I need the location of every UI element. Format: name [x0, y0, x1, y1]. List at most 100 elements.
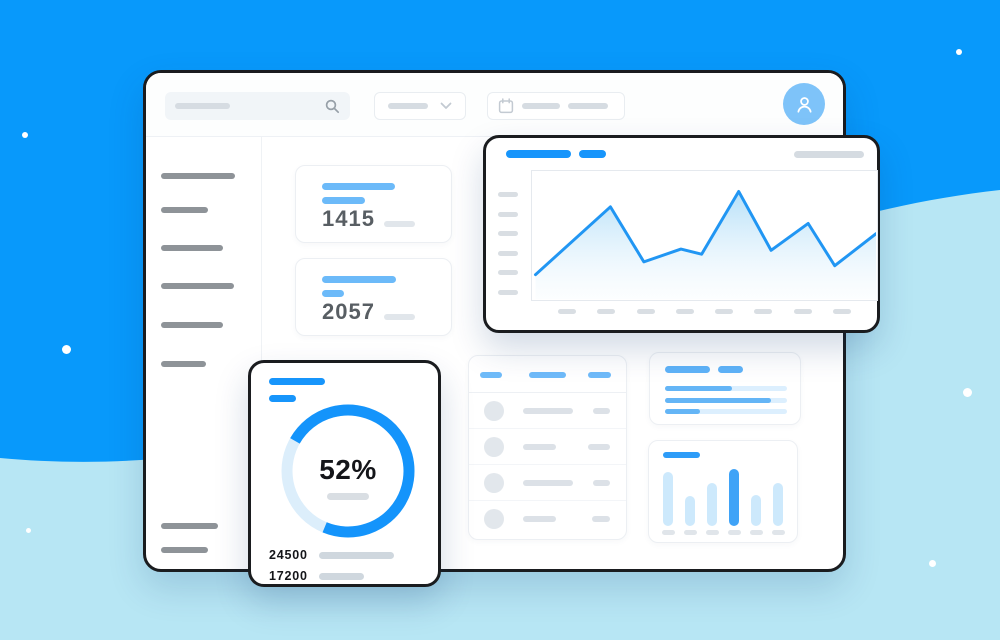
y-tick-line	[498, 270, 518, 275]
x-tick-line	[597, 309, 616, 314]
column-header-line	[588, 372, 611, 378]
filter-dropdown[interactable]	[374, 92, 466, 120]
top-bar	[146, 73, 843, 137]
stat-value-1: 1415	[322, 206, 375, 231]
stat-title-line	[322, 183, 395, 190]
sidebar-item-3[interactable]	[161, 245, 223, 251]
stat-card-1: 1415	[295, 165, 452, 243]
stat-card-2: 2057	[295, 258, 452, 336]
x-axis-labels	[558, 309, 851, 314]
x-tick-line	[749, 530, 763, 535]
date-end-line	[568, 103, 608, 109]
chart-title-line	[506, 150, 571, 158]
x-tick-line	[705, 530, 719, 535]
row-text-line	[523, 443, 556, 450]
sidebar-item-7[interactable]	[161, 523, 218, 529]
avatar	[484, 472, 504, 493]
list-item	[469, 393, 626, 429]
stat-value-2: 2057	[322, 299, 375, 324]
decor-dot	[929, 560, 936, 567]
x-tick-line	[675, 309, 694, 314]
row-text-line	[523, 516, 556, 522]
date-range-picker[interactable]	[487, 92, 625, 120]
list-item	[469, 429, 626, 465]
sidebar-item-1[interactable]	[161, 173, 235, 179]
x-tick-line	[832, 309, 851, 314]
sidebar-nav	[146, 137, 262, 569]
legend-value-2: 17200	[269, 569, 308, 583]
card-title-line	[663, 452, 700, 458]
line-chart-card	[483, 135, 880, 333]
sidebar-item-8[interactable]	[161, 547, 208, 553]
stat-unit-line	[383, 314, 415, 320]
stat-title-line	[322, 276, 396, 283]
decor-dot	[22, 132, 28, 138]
legend-label-line	[319, 551, 394, 559]
bar-segment	[663, 472, 673, 526]
line-chart	[533, 190, 876, 299]
donut-percent-value: 52%	[319, 454, 377, 485]
sidebar-item-2[interactable]	[161, 207, 208, 213]
stat-subtitle-line	[322, 290, 344, 297]
x-tick-line	[661, 530, 675, 535]
sidebar-item-5[interactable]	[161, 322, 223, 328]
progress-bar	[665, 398, 787, 403]
stat-subtitle-line	[322, 197, 365, 204]
bar-x-axis-labels	[661, 530, 785, 535]
column-header-line	[529, 372, 566, 378]
avatar	[484, 436, 504, 457]
list-header	[469, 356, 626, 393]
x-tick-line	[683, 530, 697, 535]
list-item	[469, 465, 626, 501]
sidebar-item-4[interactable]	[161, 283, 234, 289]
column-header-line	[480, 372, 502, 378]
y-tick-line	[498, 192, 518, 197]
card-title-line	[665, 366, 710, 373]
search-input[interactable]	[165, 92, 350, 120]
chart-subtitle-line	[269, 395, 296, 402]
calendar-icon	[498, 98, 514, 114]
y-tick-line	[498, 211, 518, 217]
bar-chart-card	[648, 440, 798, 543]
row-value-line	[593, 479, 610, 486]
x-tick-line	[771, 530, 785, 535]
user-icon	[797, 96, 811, 113]
x-tick-line	[636, 309, 655, 314]
avatar	[484, 509, 504, 529]
decor-dot	[26, 528, 31, 533]
bar-segment	[751, 495, 761, 526]
row-value-line	[592, 516, 610, 522]
decor-dot	[963, 388, 972, 397]
chart-title-line	[269, 378, 325, 385]
row-text-line	[523, 479, 573, 486]
x-tick-line	[715, 309, 734, 314]
y-axis-labels	[498, 192, 518, 295]
chart-subtitle-line	[579, 150, 606, 158]
y-tick-line	[498, 250, 518, 256]
donut-sublabel-line	[327, 493, 369, 500]
user-avatar[interactable]	[783, 83, 825, 125]
y-tick-line	[498, 231, 518, 236]
sidebar-item-6[interactable]	[161, 361, 206, 367]
list-card	[468, 355, 627, 540]
row-value-line	[588, 443, 610, 450]
x-tick-line	[727, 530, 741, 535]
bar-segment	[729, 469, 739, 526]
legend-item: 17200	[269, 569, 364, 583]
legend-label-line	[319, 572, 364, 580]
decor-dot	[62, 345, 71, 354]
search-icon	[325, 99, 340, 113]
x-tick-line	[558, 309, 576, 314]
bar-segment	[707, 483, 717, 526]
stat-unit-line	[383, 221, 415, 227]
date-start-line	[522, 103, 560, 109]
card-title-line	[718, 366, 743, 373]
bar-chart	[663, 468, 783, 526]
row-text-line	[523, 407, 573, 414]
donut-chart	[281, 404, 415, 538]
dropdown-value-line	[388, 103, 428, 109]
chart-menu-line[interactable]	[794, 151, 864, 158]
bar-segment	[685, 496, 695, 526]
line-chart-area	[531, 170, 878, 301]
